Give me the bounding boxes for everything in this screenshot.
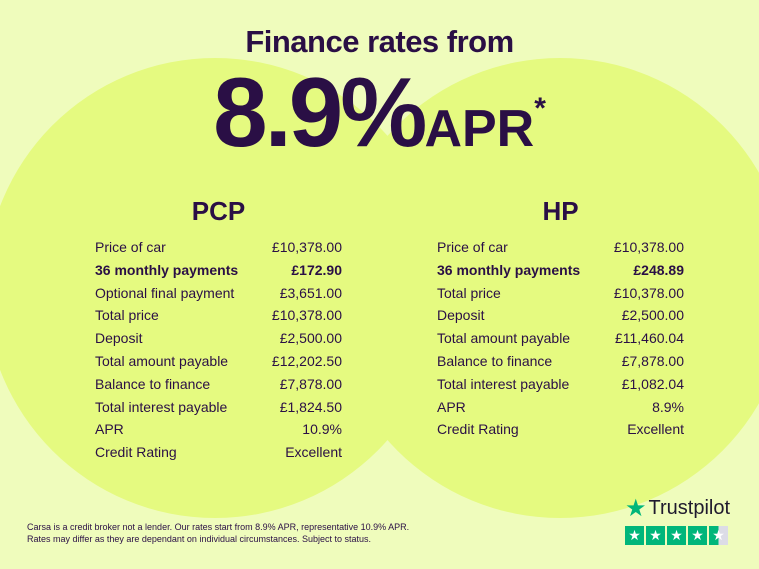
rate-display: 8.9%APR* bbox=[0, 62, 759, 162]
rating-star-icon: ★ bbox=[625, 526, 644, 545]
rate-value: 8.9% bbox=[213, 57, 427, 167]
row-label: Credit Rating bbox=[437, 421, 519, 438]
table-row: APR 8.9% bbox=[437, 396, 684, 419]
row-value: £7,878.00 bbox=[279, 375, 342, 392]
row-value: Excellent bbox=[627, 421, 684, 438]
row-label: Optional final payment bbox=[95, 284, 235, 301]
table-row: 36 monthly payments £172.90 bbox=[95, 259, 342, 282]
hp-table: HP Price of car £10,378.00 36 monthly paym… bbox=[437, 196, 684, 441]
table-row: Total amount payable £11,460.04 bbox=[437, 327, 684, 350]
table-row: APR 10.9% bbox=[95, 418, 342, 441]
table-row: Price of car £10,378.00 bbox=[437, 236, 684, 259]
disclaimer-line-2: Rates may differ as they are dependant o… bbox=[27, 534, 372, 544]
disclaimer-line-1: Carsa is a credit broker not a lender. O… bbox=[27, 522, 410, 532]
right-circle-decoration bbox=[330, 58, 759, 518]
table-row: Credit Rating Excellent bbox=[437, 418, 684, 441]
row-value: £7,878.00 bbox=[621, 352, 684, 369]
row-label: Total price bbox=[437, 284, 501, 301]
trustpilot-badge: ★ Trustpilot ★ ★ ★ ★ ★ bbox=[625, 494, 730, 545]
row-value: £1,824.50 bbox=[279, 398, 342, 415]
row-value: 10.9% bbox=[302, 421, 342, 438]
table-row: Total amount payable £12,202.50 bbox=[95, 350, 342, 373]
row-value: £10,378.00 bbox=[613, 284, 684, 301]
row-label: Total amount payable bbox=[95, 352, 229, 369]
table-row: Price of car £10,378.00 bbox=[95, 236, 342, 259]
row-value: £2,500.00 bbox=[279, 330, 342, 347]
row-label: 36 monthly payments bbox=[437, 261, 581, 278]
row-value: £10,378.00 bbox=[271, 307, 342, 324]
table-row: Optional final payment £3,651.00 bbox=[95, 282, 342, 305]
row-value: £1,082.04 bbox=[621, 375, 684, 392]
row-label: Price of car bbox=[95, 239, 166, 255]
row-label: Total price bbox=[95, 307, 159, 324]
row-value: 8.9% bbox=[652, 398, 684, 415]
hp-title: HP bbox=[542, 196, 579, 226]
rate-asterisk: * bbox=[534, 92, 546, 125]
table-row: Total interest payable £1,082.04 bbox=[437, 373, 684, 396]
rating-star-icon: ★ bbox=[646, 526, 665, 545]
row-label: 36 monthly payments bbox=[95, 261, 239, 278]
table-row: Deposit £2,500.00 bbox=[95, 327, 342, 350]
row-label: Total interest payable bbox=[95, 398, 228, 415]
rating-star-icon: ★ bbox=[688, 526, 707, 545]
table-row: 36 monthly payments £248.89 bbox=[437, 259, 684, 282]
row-value: £12,202.50 bbox=[271, 352, 342, 369]
row-label: Total amount payable bbox=[437, 330, 571, 347]
row-label: APR bbox=[437, 398, 466, 415]
row-value: £172.90 bbox=[291, 261, 342, 278]
row-value: £10,378.00 bbox=[271, 239, 342, 255]
table-row: Balance to finance £7,878.00 bbox=[95, 373, 342, 396]
row-value: Excellent bbox=[285, 444, 342, 461]
trustpilot-name: Trustpilot bbox=[648, 497, 731, 519]
rating-star-icon: ★ bbox=[667, 526, 686, 545]
row-value: £248.89 bbox=[633, 261, 684, 278]
row-label: Price of car bbox=[437, 239, 508, 255]
table-row: Total price £10,378.00 bbox=[437, 282, 684, 305]
table-row: Deposit £2,500.00 bbox=[437, 304, 684, 327]
row-label: Total interest payable bbox=[437, 375, 570, 392]
rating-star-icon: ★ bbox=[709, 526, 728, 545]
disclaimer: Carsa is a credit broker not a lender. O… bbox=[27, 521, 409, 545]
headline: Finance rates from bbox=[245, 24, 514, 59]
row-value: £11,460.04 bbox=[614, 330, 684, 347]
row-value: £3,651.00 bbox=[279, 284, 342, 301]
table-row: Credit Rating Excellent bbox=[95, 441, 342, 464]
pcp-table: PCP Price of car £10,378.00 36 monthly pay… bbox=[95, 196, 342, 464]
row-value: £10,378.00 bbox=[613, 239, 684, 255]
pcp-title: PCP bbox=[191, 196, 246, 226]
row-label: Balance to finance bbox=[95, 375, 211, 392]
row-value: £2,500.00 bbox=[621, 307, 684, 324]
rate-suffix: APR bbox=[424, 100, 535, 158]
row-label: Balance to finance bbox=[437, 352, 553, 369]
row-label: Credit Rating bbox=[95, 444, 177, 461]
trustpilot-rating-stars: ★ ★ ★ ★ ★ bbox=[625, 526, 730, 545]
table-row: Total price £10,378.00 bbox=[95, 304, 342, 327]
row-label: APR bbox=[95, 421, 124, 438]
row-label: Deposit bbox=[95, 330, 143, 347]
table-row: Balance to finance £7,878.00 bbox=[437, 350, 684, 373]
star-icon: ★ bbox=[625, 495, 647, 522]
table-row: Total interest payable £1,824.50 bbox=[95, 396, 342, 419]
row-label: Deposit bbox=[437, 307, 485, 324]
